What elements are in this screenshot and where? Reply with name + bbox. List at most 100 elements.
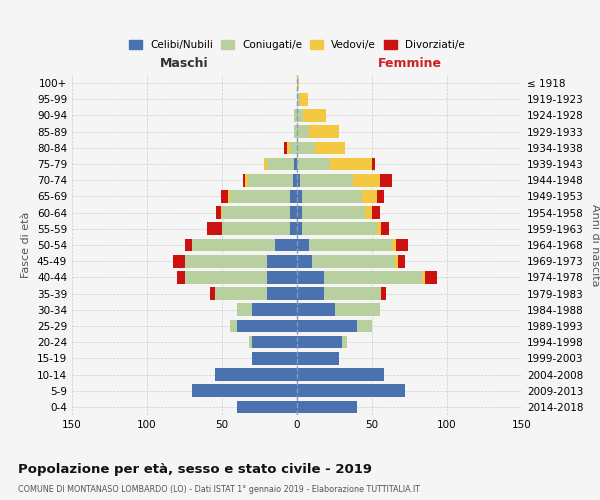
- Bar: [294, 158, 297, 170]
- Bar: [248, 174, 293, 186]
- Bar: [267, 288, 297, 300]
- Bar: [297, 222, 302, 235]
- Bar: [353, 174, 380, 186]
- Bar: [297, 142, 315, 154]
- Bar: [324, 271, 421, 283]
- Bar: [297, 271, 324, 283]
- Bar: [237, 304, 252, 316]
- Bar: [297, 400, 357, 413]
- Bar: [294, 109, 297, 122]
- Bar: [294, 126, 297, 138]
- Bar: [297, 336, 342, 348]
- Bar: [395, 255, 398, 268]
- Bar: [215, 288, 267, 300]
- Bar: [267, 255, 297, 268]
- Y-axis label: Fasce di età: Fasce di età: [22, 212, 31, 278]
- Bar: [267, 158, 294, 170]
- Bar: [297, 238, 309, 252]
- Bar: [312, 255, 395, 268]
- Bar: [297, 255, 312, 268]
- Bar: [302, 190, 361, 202]
- Bar: [297, 206, 302, 219]
- Bar: [396, 238, 408, 252]
- Bar: [290, 206, 297, 219]
- Bar: [185, 238, 192, 252]
- Bar: [297, 93, 300, 106]
- Bar: [237, 400, 297, 413]
- Bar: [297, 304, 335, 316]
- Bar: [302, 222, 377, 235]
- Bar: [207, 222, 222, 235]
- Bar: [297, 320, 357, 332]
- Bar: [222, 206, 290, 219]
- Bar: [381, 288, 386, 300]
- Text: Popolazione per età, sesso e stato civile - 2019: Popolazione per età, sesso e stato civil…: [18, 462, 372, 475]
- Bar: [421, 271, 425, 283]
- Bar: [173, 255, 185, 268]
- Bar: [252, 336, 297, 348]
- Bar: [300, 174, 353, 186]
- Bar: [267, 271, 297, 283]
- Bar: [309, 126, 339, 138]
- Bar: [228, 190, 229, 202]
- Bar: [237, 320, 297, 332]
- Bar: [192, 384, 297, 397]
- Bar: [303, 109, 325, 122]
- Bar: [290, 142, 297, 154]
- Bar: [229, 190, 290, 202]
- Bar: [287, 142, 290, 154]
- Bar: [330, 158, 372, 170]
- Bar: [221, 206, 222, 219]
- Bar: [297, 77, 299, 90]
- Bar: [222, 222, 290, 235]
- Bar: [252, 352, 297, 364]
- Bar: [252, 304, 297, 316]
- Bar: [264, 158, 267, 170]
- Bar: [302, 206, 365, 219]
- Bar: [290, 222, 297, 235]
- Bar: [297, 158, 330, 170]
- Bar: [392, 238, 396, 252]
- Bar: [297, 288, 324, 300]
- Bar: [372, 206, 380, 219]
- Bar: [315, 142, 345, 154]
- Bar: [185, 271, 267, 283]
- Bar: [300, 93, 308, 106]
- Bar: [221, 190, 228, 202]
- Bar: [361, 190, 377, 202]
- Bar: [381, 222, 389, 235]
- Bar: [249, 336, 252, 348]
- Bar: [309, 238, 392, 252]
- Bar: [377, 190, 384, 202]
- Bar: [398, 255, 405, 268]
- Bar: [297, 174, 300, 186]
- Bar: [342, 336, 347, 348]
- Bar: [357, 320, 372, 332]
- Bar: [324, 288, 381, 300]
- Bar: [380, 174, 392, 186]
- Bar: [297, 109, 303, 122]
- Bar: [243, 174, 245, 186]
- Bar: [245, 174, 248, 186]
- Bar: [284, 142, 287, 154]
- Bar: [275, 238, 297, 252]
- Bar: [215, 368, 297, 381]
- Bar: [293, 174, 297, 186]
- Bar: [335, 304, 380, 316]
- Bar: [372, 158, 375, 170]
- Legend: Celibi/Nubili, Coniugati/e, Vedovi/e, Divorziati/e: Celibi/Nubili, Coniugati/e, Vedovi/e, Di…: [125, 36, 469, 54]
- Bar: [297, 352, 339, 364]
- Bar: [290, 190, 297, 202]
- Bar: [177, 271, 185, 283]
- Bar: [297, 384, 405, 397]
- Bar: [377, 222, 381, 235]
- Bar: [425, 271, 437, 283]
- Bar: [185, 255, 267, 268]
- Bar: [216, 206, 221, 219]
- Bar: [229, 320, 237, 332]
- Text: COMUNE DI MONTANASO LOMBARDO (LO) - Dati ISTAT 1° gennaio 2019 - Elaborazione TU: COMUNE DI MONTANASO LOMBARDO (LO) - Dati…: [18, 485, 420, 494]
- Bar: [297, 190, 302, 202]
- Bar: [210, 288, 215, 300]
- Bar: [297, 368, 384, 381]
- Bar: [192, 238, 275, 252]
